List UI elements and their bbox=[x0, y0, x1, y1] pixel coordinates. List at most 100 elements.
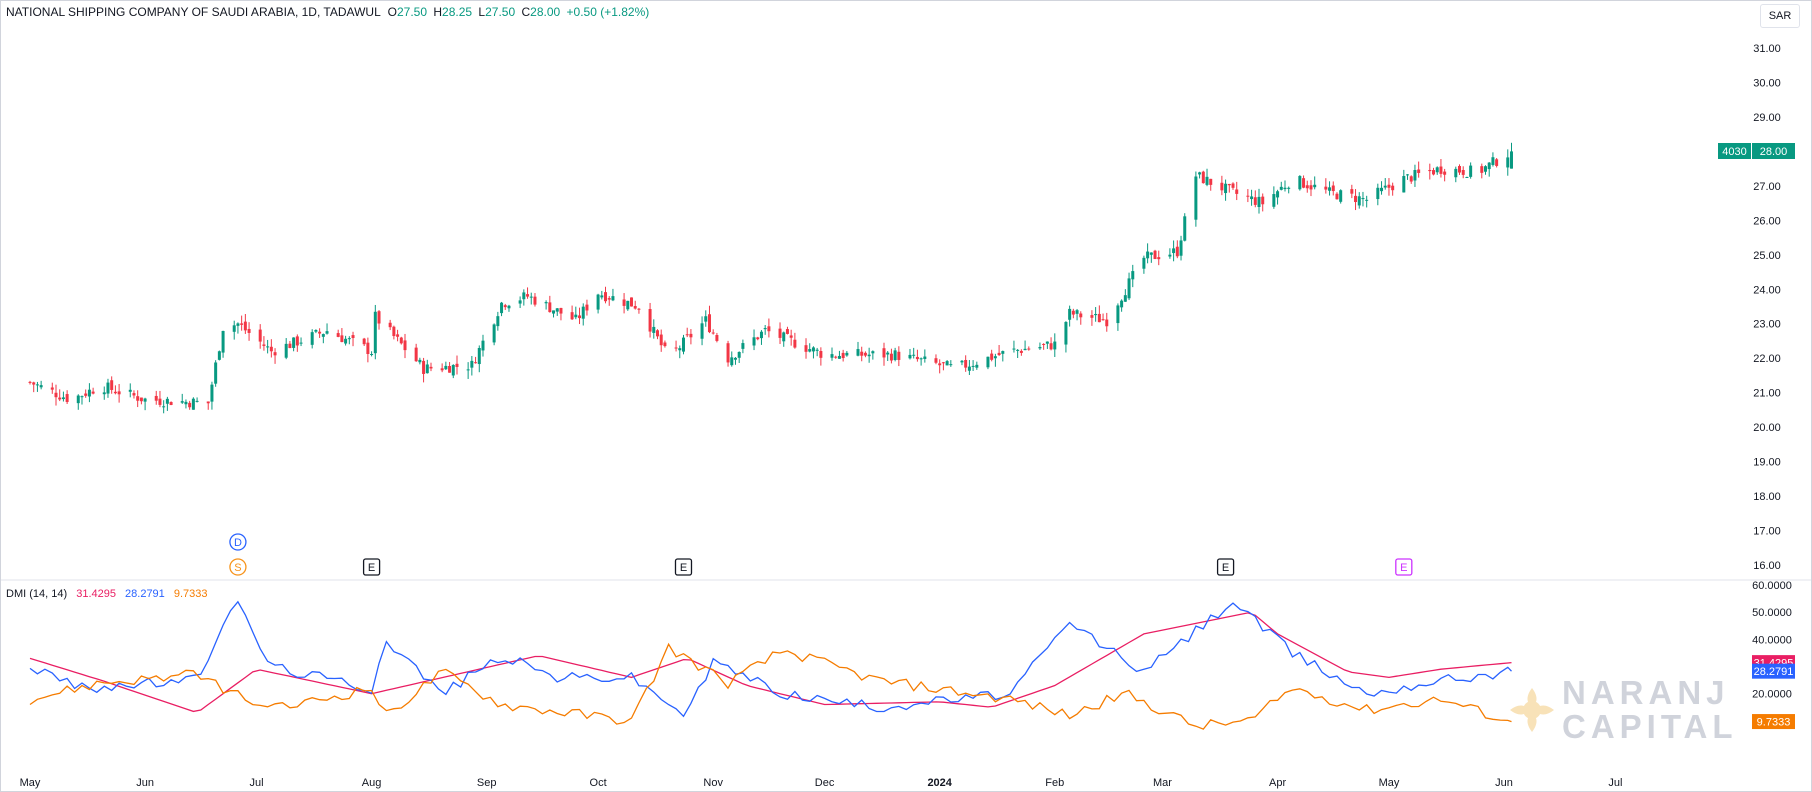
candle-body bbox=[247, 328, 251, 333]
plus-di-badge: 28.2791 bbox=[1754, 666, 1794, 678]
candle-body bbox=[730, 357, 734, 366]
candle-body bbox=[1328, 187, 1332, 191]
price-tick-label: 27.00 bbox=[1753, 181, 1781, 193]
plus-di-badge-bg bbox=[1752, 663, 1795, 679]
candle-body bbox=[503, 305, 507, 308]
candle-body bbox=[1376, 187, 1380, 200]
symbol-legend: NATIONAL SHIPPING COMPANY OF SAUDI ARABI… bbox=[6, 5, 649, 19]
time-tick-label: Dec bbox=[815, 777, 835, 789]
candle-body bbox=[1313, 184, 1317, 188]
candle-body bbox=[351, 335, 355, 339]
candle-body bbox=[299, 342, 303, 344]
candle-body bbox=[908, 354, 912, 359]
candle-body bbox=[162, 406, 166, 408]
candle-body bbox=[681, 337, 685, 352]
candle-body bbox=[1439, 166, 1443, 174]
candle-body bbox=[860, 351, 864, 356]
candle-body bbox=[258, 329, 262, 342]
candle-body bbox=[1205, 176, 1209, 185]
price-tick-label: 17.00 bbox=[1753, 526, 1781, 538]
candle-body bbox=[919, 358, 923, 360]
candle-body bbox=[733, 357, 737, 360]
candle-body bbox=[1105, 319, 1109, 327]
candle-body bbox=[195, 400, 199, 402]
candle-body bbox=[1298, 176, 1302, 190]
close-value: 28.00 bbox=[530, 5, 561, 19]
candle-body bbox=[1283, 187, 1287, 190]
candle-body bbox=[1361, 198, 1365, 200]
candle-body bbox=[444, 365, 448, 370]
candle-body bbox=[466, 369, 470, 371]
time-tick-label: Jul bbox=[249, 777, 263, 789]
candle-body bbox=[1432, 170, 1436, 175]
candle-body bbox=[622, 299, 626, 306]
candle-body bbox=[611, 296, 615, 301]
price-change: +0.50 (+1.82%) bbox=[566, 5, 650, 19]
earnings-marker-box bbox=[362, 558, 381, 576]
high-label: H bbox=[433, 5, 443, 19]
candle-body bbox=[756, 337, 760, 340]
candle-body bbox=[169, 402, 173, 405]
currency-button[interactable]: SAR bbox=[1760, 4, 1800, 28]
candle-body bbox=[284, 343, 288, 358]
candle-body bbox=[221, 330, 225, 353]
candle-body bbox=[626, 300, 630, 310]
candle-body bbox=[1209, 178, 1213, 185]
candle-body bbox=[804, 345, 808, 352]
candle-body bbox=[659, 334, 663, 346]
candle-body bbox=[1287, 187, 1291, 189]
candle-body bbox=[1016, 349, 1020, 351]
symbol-title: NATIONAL SHIPPING COMPANY OF SAUDI ARABI… bbox=[6, 5, 381, 19]
candle-body bbox=[1250, 196, 1254, 200]
candle-body bbox=[678, 348, 682, 351]
candle-body bbox=[741, 343, 745, 349]
candle-body bbox=[1257, 196, 1261, 207]
candle-body bbox=[655, 330, 659, 337]
candle-body bbox=[1194, 176, 1198, 220]
candle-body bbox=[65, 394, 69, 402]
earnings-marker-box bbox=[1216, 558, 1235, 576]
candle-body bbox=[785, 329, 789, 334]
candle-body bbox=[811, 347, 815, 352]
dividend-marker-label: D bbox=[234, 537, 242, 549]
candle-body bbox=[1383, 185, 1387, 188]
candle-body bbox=[867, 354, 871, 357]
candle-body bbox=[585, 304, 589, 311]
candle-body bbox=[1198, 172, 1202, 175]
candle-body bbox=[793, 339, 797, 348]
candle-body bbox=[715, 335, 719, 341]
candle-body bbox=[819, 351, 823, 358]
candle-body bbox=[856, 349, 860, 356]
candle-body bbox=[1090, 315, 1094, 318]
candle-body bbox=[815, 349, 819, 351]
candle-body bbox=[87, 389, 91, 397]
candle-body bbox=[578, 315, 582, 319]
candle-body bbox=[61, 397, 65, 400]
plus-di-line bbox=[29, 600, 1512, 718]
adx-line bbox=[29, 612, 1512, 713]
candle-body bbox=[889, 353, 893, 361]
candle-body bbox=[1469, 165, 1473, 177]
candle-body bbox=[1454, 168, 1458, 178]
candle-body bbox=[1458, 166, 1462, 173]
price-tick-label: 31.00 bbox=[1753, 43, 1781, 55]
candle-body bbox=[941, 362, 945, 364]
time-tick-label: Nov bbox=[703, 777, 723, 789]
candle-body bbox=[529, 296, 533, 298]
price-tick-label: 20.00 bbox=[1753, 422, 1781, 434]
price-badge-bg bbox=[1752, 143, 1795, 159]
candle-body bbox=[1354, 195, 1358, 203]
time-tick-label: Oct bbox=[590, 777, 607, 789]
candle-body bbox=[1153, 250, 1157, 260]
candle-body bbox=[1357, 196, 1361, 206]
candle-body bbox=[1175, 246, 1179, 257]
candle-body bbox=[737, 352, 741, 358]
candle-body bbox=[477, 348, 481, 365]
candle-body bbox=[1179, 240, 1183, 256]
low-value: 27.50 bbox=[485, 5, 516, 19]
candle-body bbox=[637, 308, 641, 310]
candle-body bbox=[1495, 159, 1499, 166]
candle-body bbox=[949, 364, 953, 366]
minus-di-badge-bg bbox=[1752, 714, 1795, 730]
